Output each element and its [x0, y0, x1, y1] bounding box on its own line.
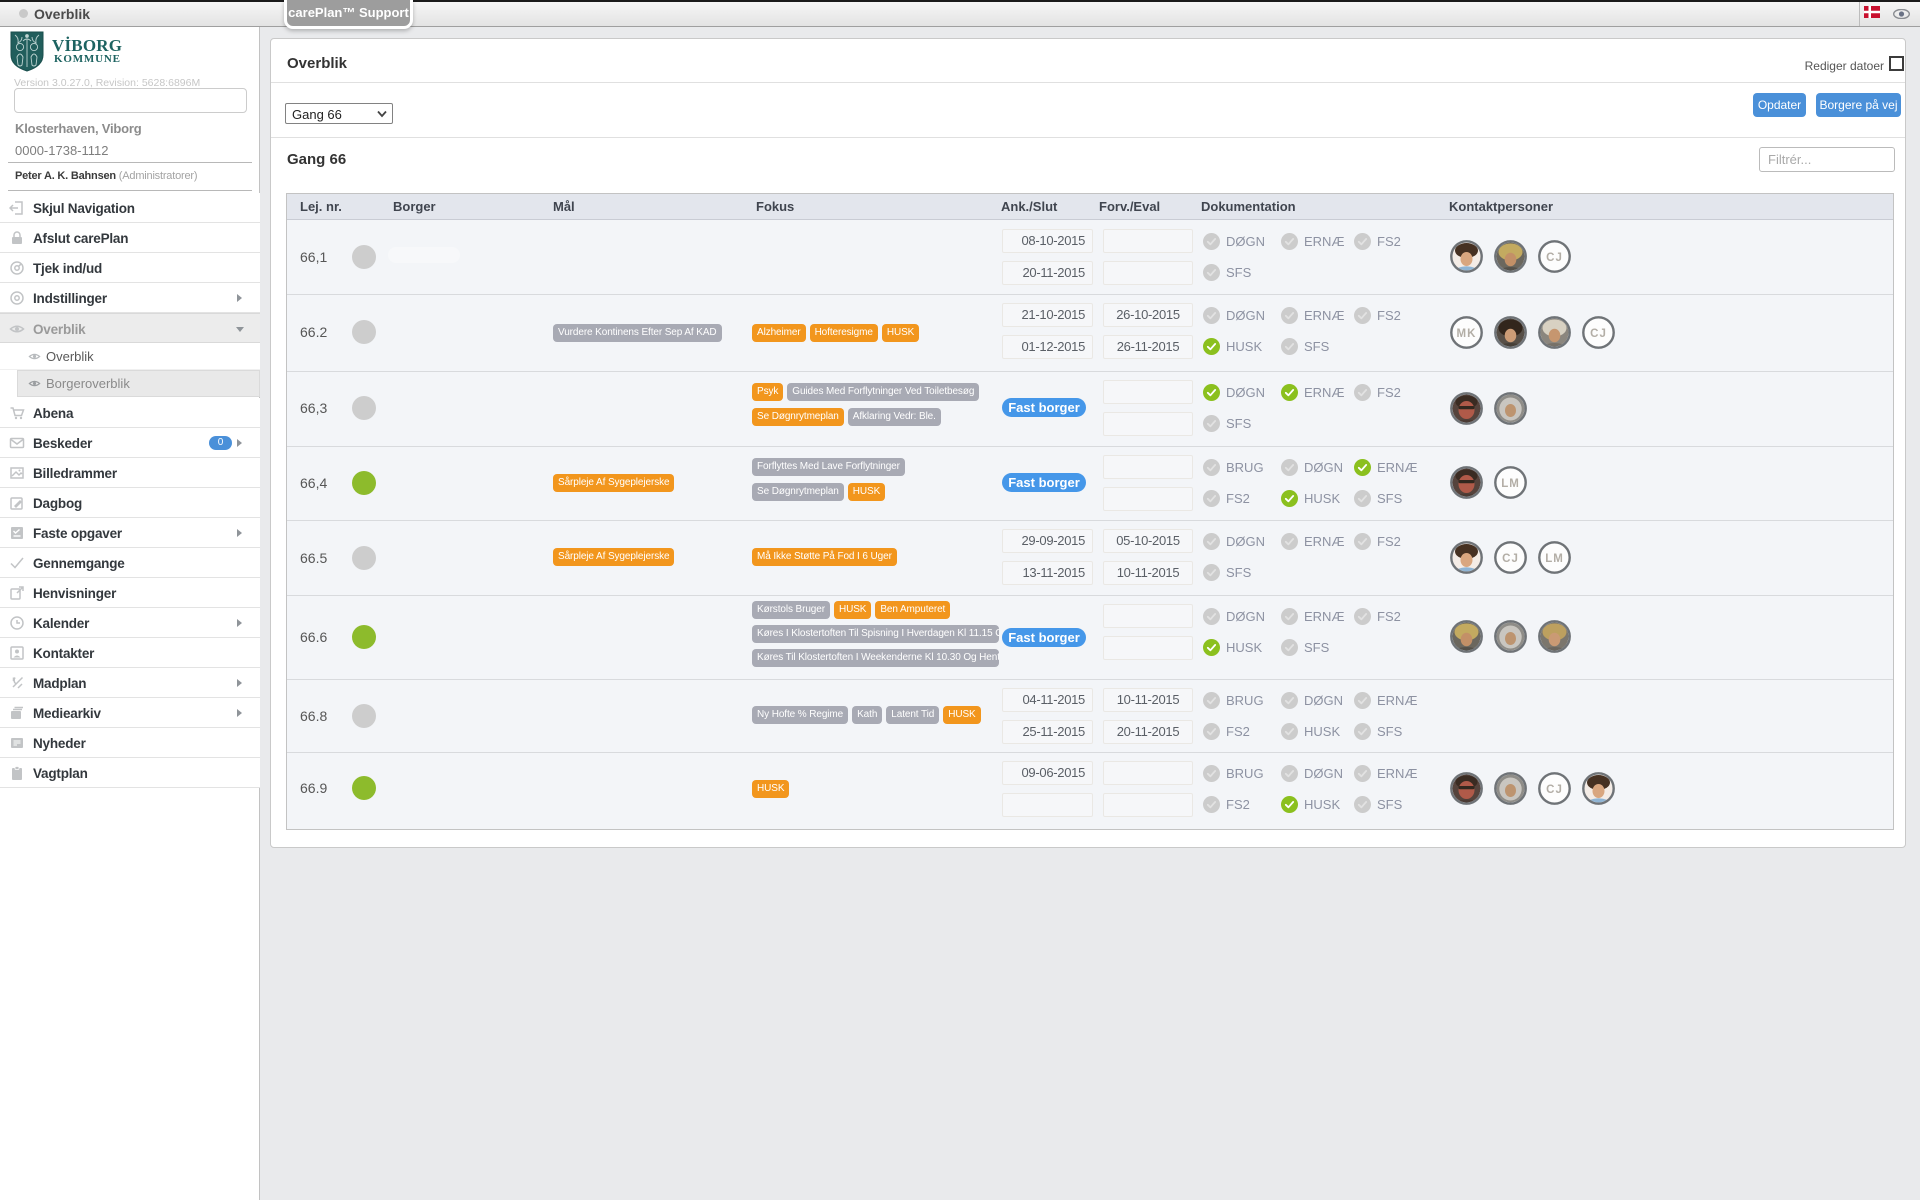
svg-text:CJ: CJ [1546, 784, 1563, 796]
svg-text:CJ: CJ [1590, 328, 1607, 340]
svg-text:MK: MK [1457, 328, 1477, 340]
svg-text:CJ: CJ [1546, 252, 1563, 264]
svg-text:LM: LM [1545, 553, 1564, 565]
svg-text:CJ: CJ [1502, 553, 1519, 565]
svg-text:LM: LM [1501, 478, 1520, 490]
